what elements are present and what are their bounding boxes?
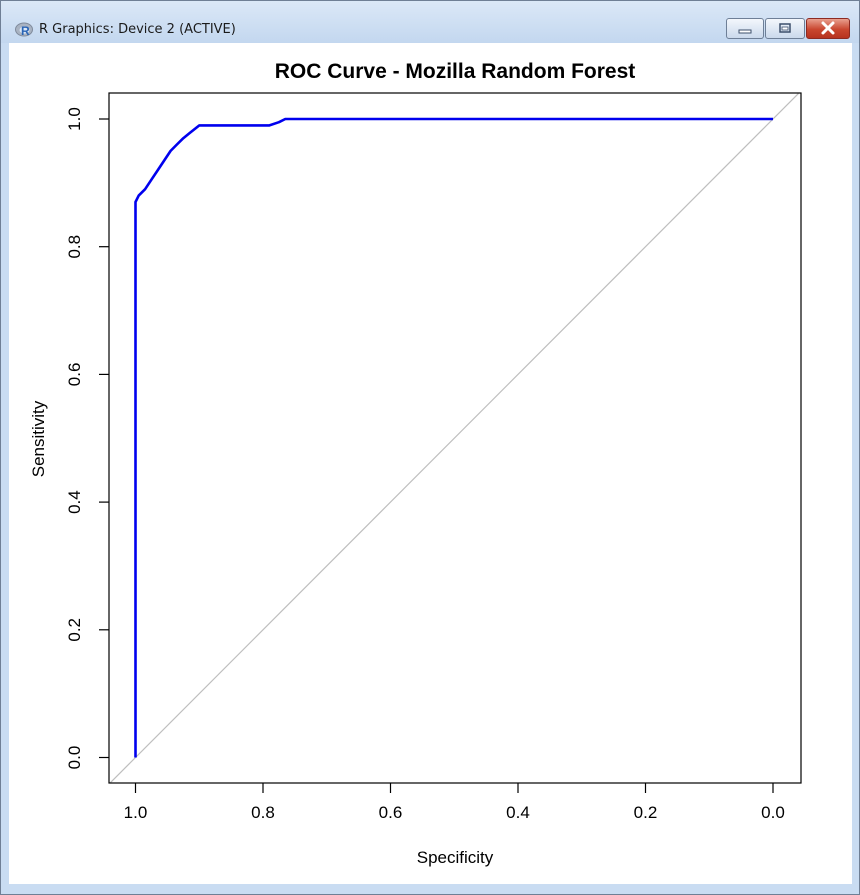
x-axis-label: Specificity (417, 848, 494, 867)
y-tick-label: 0.6 (65, 363, 84, 387)
plot-area: ROC Curve - Mozilla Random Forest 1.0 0.8… (9, 43, 852, 884)
y-tick-label: 1.0 (65, 107, 84, 131)
x-tick-label: 0.6 (379, 803, 403, 822)
x-tick-label: 0.2 (634, 803, 658, 822)
chart-title: ROC Curve - Mozilla Random Forest (275, 60, 636, 83)
y-tick-label: 0.4 (65, 490, 84, 514)
plot-frame (108, 92, 802, 784)
roc-curve-line (134, 117, 773, 758)
chart-marks: 1.0 0.8 0.6 0.4 0.2 0.0 0.0 0.2 0.4 0.6 0.8 1.0 (65, 92, 802, 822)
x-tick-label: 0.0 (761, 803, 785, 822)
x-tick-label: 1.0 (124, 803, 148, 822)
maximize-icon (779, 23, 791, 33)
minimize-button[interactable] (726, 18, 764, 39)
r-logo-icon: R (15, 22, 33, 38)
maximize-button[interactable] (765, 18, 805, 39)
close-button[interactable] (806, 18, 850, 39)
minimize-icon (738, 29, 752, 34)
roc-chart: ROC Curve - Mozilla Random Forest 1.0 0.8… (29, 60, 802, 867)
reference-diagonal-line (109, 93, 799, 784)
window-titlebar[interactable]: R R Graphics: Device 2 (ACTIVE) (1, 1, 859, 43)
y-tick-label: 0.8 (65, 235, 84, 259)
x-tick-label: 0.4 (506, 803, 530, 822)
svg-text:R: R (21, 24, 30, 38)
x-tick-label: 0.8 (251, 803, 275, 822)
window-title: R Graphics: Device 2 (ACTIVE) (39, 22, 236, 37)
y-tick-label: 0.0 (65, 746, 84, 770)
y-tick-label: 0.2 (65, 618, 84, 642)
close-icon (821, 21, 835, 35)
y-axis-label: Sensitivity (29, 400, 48, 477)
